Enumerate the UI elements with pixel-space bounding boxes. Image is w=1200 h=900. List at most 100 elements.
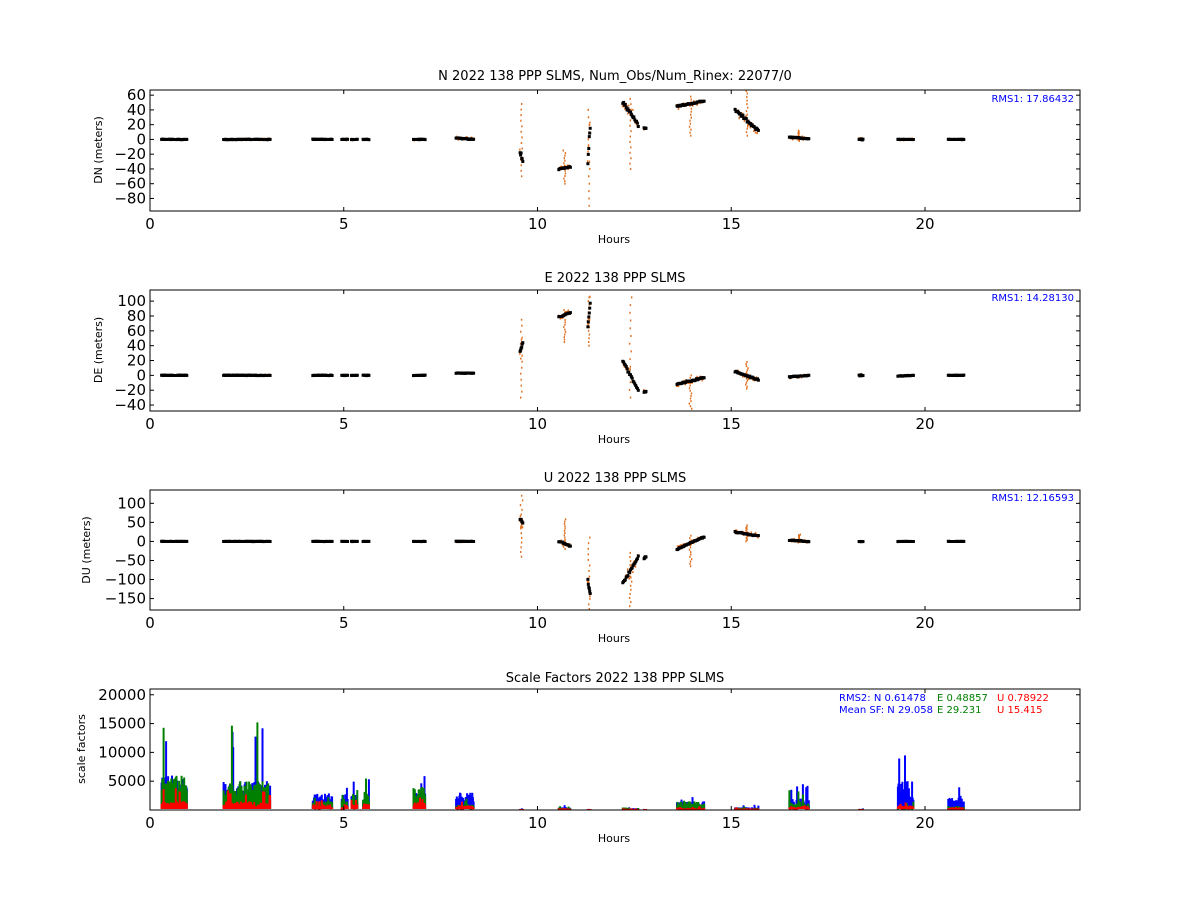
east-outlier-point	[564, 318, 566, 321]
scale-factors-u-point	[952, 807, 955, 809]
up-outlier-point	[564, 538, 566, 541]
north-point	[807, 137, 811, 141]
up-point-orange	[676, 545, 679, 548]
north-outlier-point	[564, 180, 566, 183]
up-point	[630, 566, 634, 570]
up-outlier-point	[689, 560, 692, 563]
scale-factors-n-point	[906, 781, 909, 809]
east-segment-10	[586, 295, 592, 347]
up-xtick-label: 15	[722, 614, 741, 632]
east-point	[355, 373, 359, 377]
scale-factors-u-point	[912, 807, 915, 809]
up-segment-17	[896, 539, 915, 544]
scale-factors-u-point	[696, 808, 699, 810]
up-outlier-point	[628, 597, 631, 599]
north-outlier-point	[588, 160, 591, 163]
east-outlier-point	[521, 366, 523, 369]
scale-factors-e-point	[230, 725, 233, 809]
up-xtick-label: 5	[339, 614, 349, 632]
up-segment-7	[454, 539, 476, 544]
scale-factors-u-point	[244, 794, 247, 809]
east-plot-area	[160, 295, 966, 410]
scale-factors-u-point	[162, 789, 165, 809]
east-outlier-point	[564, 333, 566, 336]
north-outlier-point	[629, 135, 631, 138]
east-outlier-point	[689, 376, 691, 379]
east-segment-16	[857, 373, 865, 378]
north-outlier-point	[563, 157, 565, 160]
up-outlier-point	[688, 548, 691, 551]
up-outlier-point	[587, 547, 589, 550]
up-outlier-point	[589, 564, 591, 567]
up-outlier-point	[631, 580, 633, 583]
scale-factors-e-point	[799, 801, 802, 809]
north-outlier-point	[520, 114, 522, 117]
east-segment-15	[787, 373, 811, 380]
up-point	[355, 539, 359, 543]
east-title: E 2022 138 PPP SLMS	[544, 271, 685, 286]
north-outlier-point	[746, 99, 748, 102]
up-point	[861, 540, 865, 544]
up-point	[634, 560, 638, 564]
scale-factors-title: Scale Factors 2022 138 PPP SLMS	[506, 671, 725, 686]
east-point	[861, 374, 865, 377]
east-point-orange	[561, 317, 563, 320]
scale-factors-axes-frame	[149, 688, 1081, 811]
scale-factors-u-point	[803, 805, 806, 809]
east-outlier-point	[745, 383, 747, 386]
east-point	[586, 320, 590, 324]
up-point-orange	[586, 580, 589, 583]
east-outlier-point	[588, 337, 590, 340]
north-xlabel: Hours	[598, 233, 630, 246]
east-point	[622, 360, 626, 364]
north-point	[744, 117, 748, 121]
east-outlier-point	[521, 336, 523, 339]
north-segment-12	[642, 126, 648, 131]
up-outlier-point	[564, 532, 566, 534]
north-plot-area	[160, 90, 966, 207]
north-point	[644, 126, 648, 130]
north-outlier-point	[745, 131, 748, 134]
up-segment-9	[557, 518, 572, 550]
north-xtick-label: 0	[145, 215, 155, 233]
up-point	[423, 540, 427, 543]
up-point-orange	[626, 568, 629, 571]
scale-factors-ytick-label: 10000	[98, 743, 146, 761]
north-point	[568, 165, 572, 169]
east-panel: E 2022 138 PPP SLMS Hours DE (meters) RM…	[92, 271, 1081, 446]
north-outlier-point	[521, 175, 523, 178]
scale-factors-u-point	[181, 801, 184, 809]
up-outlier-point	[521, 499, 524, 502]
east-point	[625, 367, 629, 371]
east-segment-0	[160, 373, 189, 377]
scale-factors-xtick-label: 20	[915, 814, 934, 832]
north-segment-10	[586, 108, 592, 207]
scale-factors-n-point	[898, 758, 901, 809]
north-point-orange	[749, 126, 752, 129]
up-point	[346, 540, 350, 543]
scale-factors-u-point	[315, 801, 318, 809]
up-data-points	[160, 494, 966, 610]
east-outlier-point	[747, 367, 749, 370]
east-point	[423, 373, 427, 377]
up-outlier-point	[745, 540, 747, 543]
scale-factors-series-u	[160, 788, 965, 810]
scale-factors-n-point	[962, 801, 965, 809]
scale-factors-u-point	[171, 803, 173, 809]
scale-factors-e-point	[365, 778, 367, 809]
north-point	[756, 128, 760, 132]
east-outlier-point	[588, 296, 590, 299]
east-point-orange	[629, 368, 631, 371]
up-outlier-point	[690, 553, 692, 556]
east-point	[520, 345, 524, 349]
north-point	[587, 147, 591, 150]
scale-factors-u-point	[734, 808, 737, 810]
north-outlier-point	[746, 127, 748, 130]
scale-factors-u-point	[788, 807, 791, 809]
north-segment-18	[946, 137, 966, 142]
scale-factors-u-point	[316, 806, 319, 809]
north-outlier-point	[629, 124, 631, 127]
north-outlier-point	[689, 119, 691, 122]
up-point	[962, 539, 966, 543]
